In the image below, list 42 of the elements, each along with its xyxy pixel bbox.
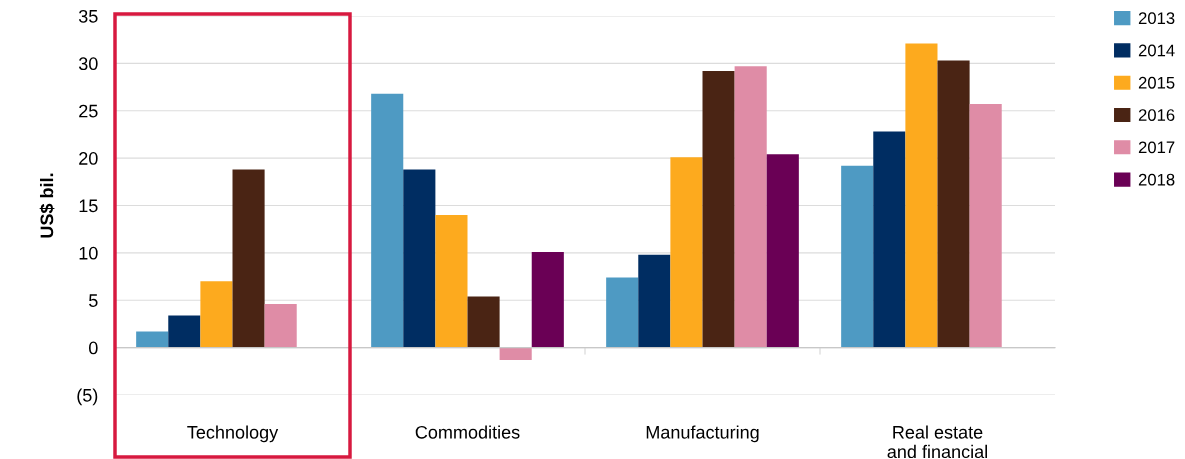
bar bbox=[702, 70, 735, 348]
x-tick-label: Manufacturing bbox=[646, 425, 759, 443]
bar bbox=[232, 169, 265, 348]
bar bbox=[200, 281, 233, 348]
bar bbox=[499, 347, 532, 360]
legend-label: 2013 bbox=[1138, 12, 1175, 25]
y-tick-label: 25 bbox=[79, 104, 98, 118]
x-tick-label: Commodities bbox=[415, 425, 520, 439]
bar bbox=[638, 254, 671, 348]
y-tick-label: 5 bbox=[89, 294, 98, 307]
y-axis-title: US$ bil. bbox=[39, 173, 55, 238]
x-tick-label: Real estate and financial bbox=[887, 425, 987, 459]
bar bbox=[905, 43, 938, 348]
bar bbox=[937, 60, 970, 348]
bar bbox=[371, 93, 404, 348]
legend-label: 2017 bbox=[1138, 141, 1175, 154]
y-tick-label: 30 bbox=[78, 57, 98, 71]
y-tick-label: 10 bbox=[79, 246, 98, 260]
bar bbox=[264, 304, 297, 348]
bar bbox=[969, 104, 1002, 348]
y-tick-label: (5) bbox=[77, 388, 98, 406]
bar bbox=[531, 251, 564, 348]
bar bbox=[467, 296, 500, 348]
bar bbox=[873, 131, 906, 348]
legend-label: 2015 bbox=[1138, 76, 1175, 89]
legend-label: 2018 bbox=[1138, 173, 1175, 186]
bar bbox=[168, 315, 201, 348]
bar bbox=[136, 331, 169, 348]
bar bbox=[606, 277, 639, 348]
bar bbox=[841, 165, 874, 348]
bar bbox=[435, 214, 468, 348]
bar bbox=[670, 157, 703, 348]
bar bbox=[403, 169, 436, 348]
y-tick-label: 0 bbox=[89, 341, 98, 355]
legend-label: 2014 bbox=[1138, 44, 1175, 57]
y-tick-label: 15 bbox=[79, 199, 98, 213]
x-tick-label: Technology bbox=[187, 425, 279, 443]
bar bbox=[734, 66, 767, 348]
bar bbox=[766, 154, 799, 348]
legend-label: 2016 bbox=[1138, 109, 1175, 121]
y-tick-label: 20 bbox=[79, 152, 98, 165]
y-tick-label: 35 bbox=[78, 9, 98, 23]
